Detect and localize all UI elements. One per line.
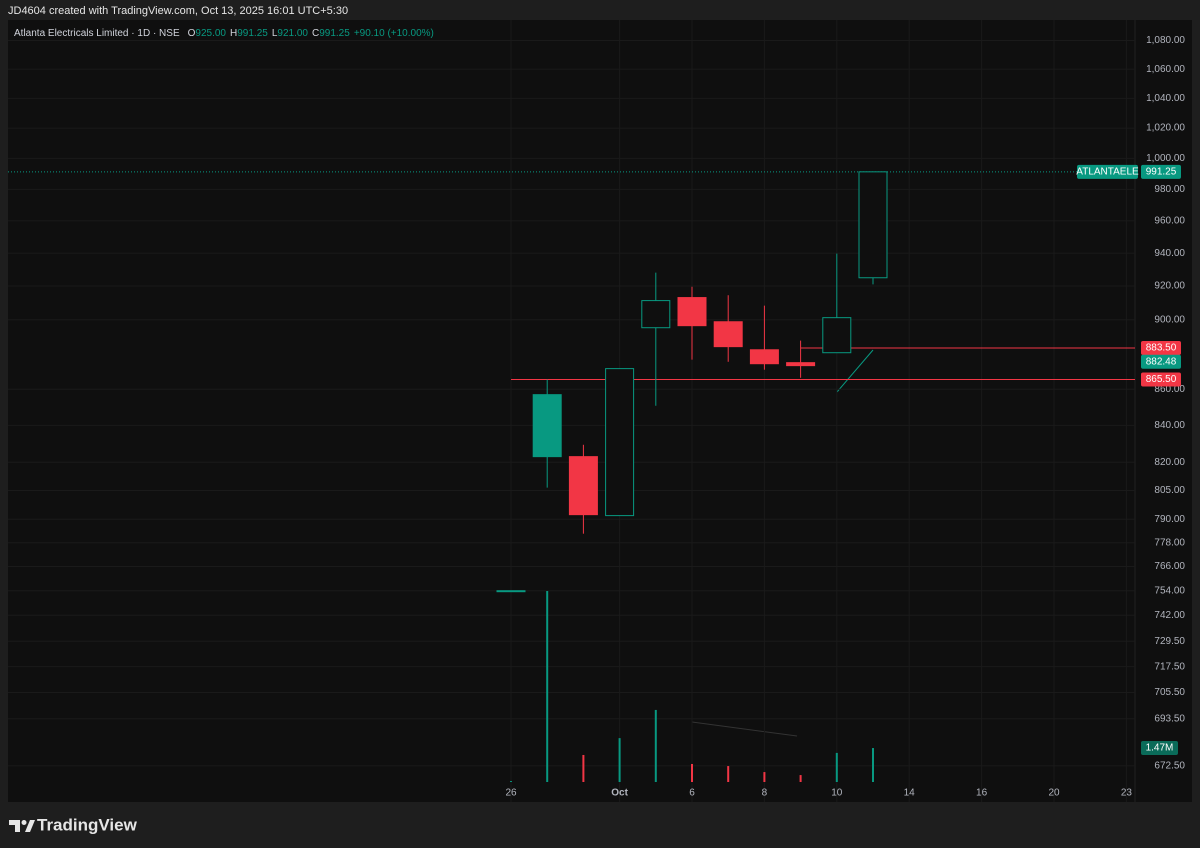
- candle-body: [605, 368, 635, 517]
- legend-key: C: [312, 28, 319, 39]
- volume-bar: [546, 591, 549, 782]
- trend-line: [836, 349, 874, 393]
- indicator-tag-box: [1141, 354, 1181, 369]
- y-tick-label: 778.00: [1154, 537, 1185, 548]
- legend-value: 925.00: [195, 28, 226, 39]
- last-price-tag: 991.25: [1146, 166, 1177, 177]
- volume-bar: [872, 748, 874, 782]
- legend-value: 921.00: [277, 28, 308, 39]
- logo-mark: [21, 820, 27, 825]
- y-tick-label: 1,020.00: [1146, 123, 1185, 134]
- candle-body: [749, 349, 779, 365]
- y-tick-label: 790.00: [1154, 514, 1185, 525]
- y-tick-label: 693.50: [1154, 713, 1185, 724]
- legend-key: O: [188, 28, 196, 39]
- candle-body: [641, 300, 671, 329]
- candle-body: [786, 362, 816, 367]
- y-tick-label: 900.00: [1154, 314, 1185, 325]
- legend-value: 991.25: [237, 28, 268, 39]
- y-tick-label: 742.00: [1154, 610, 1185, 621]
- x-tick-label: 20: [1048, 788, 1060, 799]
- volume-bar: [654, 709, 657, 782]
- y-tick-label: 940.00: [1154, 248, 1185, 259]
- candle-body: [822, 317, 852, 354]
- y-tick-label: 717.50: [1154, 661, 1185, 672]
- volume-bar: [618, 738, 621, 782]
- candle-body: [858, 171, 888, 279]
- legend-change: +90.10 (+10.00%): [354, 28, 434, 39]
- chart-area: [8, 20, 1192, 802]
- y-tick-label: 1,000.00: [1146, 153, 1185, 164]
- volume-tag-box: [1141, 741, 1178, 756]
- y-tick-label: 980.00: [1154, 184, 1185, 195]
- level-tag: 865.50: [1146, 374, 1177, 385]
- volume-bar: [727, 766, 730, 782]
- logo-mark: [9, 820, 20, 832]
- candle-body: [496, 590, 526, 593]
- level-tag-box: [1141, 341, 1181, 356]
- volume-bar: [763, 772, 766, 782]
- volume-bar: [799, 775, 802, 782]
- legend-title: Atlanta Electricals Limited · 1D · NSE: [14, 28, 180, 39]
- volume-bar: [582, 754, 585, 782]
- volume-tag: 1.47M: [1146, 743, 1174, 754]
- candle-body: [677, 297, 707, 327]
- y-tick-label: 1,060.00: [1146, 64, 1185, 75]
- legend-value: 991.25: [319, 28, 350, 39]
- symbol-tag-box: [1077, 164, 1138, 179]
- y-tick-label: 1,080.00: [1146, 35, 1185, 46]
- trend-line: [691, 721, 798, 737]
- y-tick-label: 820.00: [1154, 457, 1185, 468]
- x-tick-label: 16: [976, 788, 988, 799]
- x-tick-label: 10: [831, 788, 843, 799]
- last-price-tag-box: [1141, 164, 1181, 179]
- x-tick-label: Oct: [611, 788, 628, 799]
- logo: TradingView: [9, 815, 138, 834]
- x-tick-label: 14: [904, 788, 916, 799]
- caption: JD4604 created with TradingView.com, Oct…: [8, 5, 348, 17]
- x-tick-label: 23: [1121, 788, 1133, 799]
- y-tick-label: 766.00: [1154, 561, 1185, 572]
- level-tag-box: [1141, 372, 1181, 387]
- y-tick-label: 860.00: [1154, 384, 1185, 395]
- y-tick-label: 729.50: [1154, 636, 1185, 647]
- y-tick-label: 705.50: [1154, 687, 1185, 698]
- legend: Atlanta Electricals Limited · 1D · NSE O9…: [14, 28, 434, 39]
- legend-key: L: [272, 28, 278, 39]
- y-tick-label: 672.50: [1154, 760, 1185, 771]
- legend-key: H: [230, 28, 237, 39]
- y-tick-label: 840.00: [1154, 420, 1185, 431]
- volume-bar: [835, 752, 838, 782]
- candle-body: [568, 456, 598, 516]
- y-tick-label: 1,040.00: [1146, 93, 1185, 104]
- y-tick-label: 805.00: [1154, 485, 1185, 496]
- brand: TradingView: [37, 815, 138, 834]
- x-tick-label: 8: [762, 788, 768, 799]
- x-tick-label: 6: [689, 788, 695, 799]
- volume-bar: [691, 763, 693, 782]
- x-tick-label: 26: [505, 788, 517, 799]
- logo-mark: [25, 820, 35, 832]
- indicator-tag: 882.48: [1146, 356, 1177, 367]
- candle-body: [713, 321, 743, 348]
- y-tick-label: 960.00: [1154, 216, 1185, 227]
- volume-bar: [510, 781, 512, 782]
- symbol-tag: ATLANTAELE: [1076, 166, 1139, 177]
- y-tick-label: 920.00: [1154, 281, 1185, 292]
- candle-body: [532, 394, 562, 458]
- y-tick-label: 754.00: [1154, 585, 1185, 596]
- level-tag: 883.50: [1146, 343, 1177, 354]
